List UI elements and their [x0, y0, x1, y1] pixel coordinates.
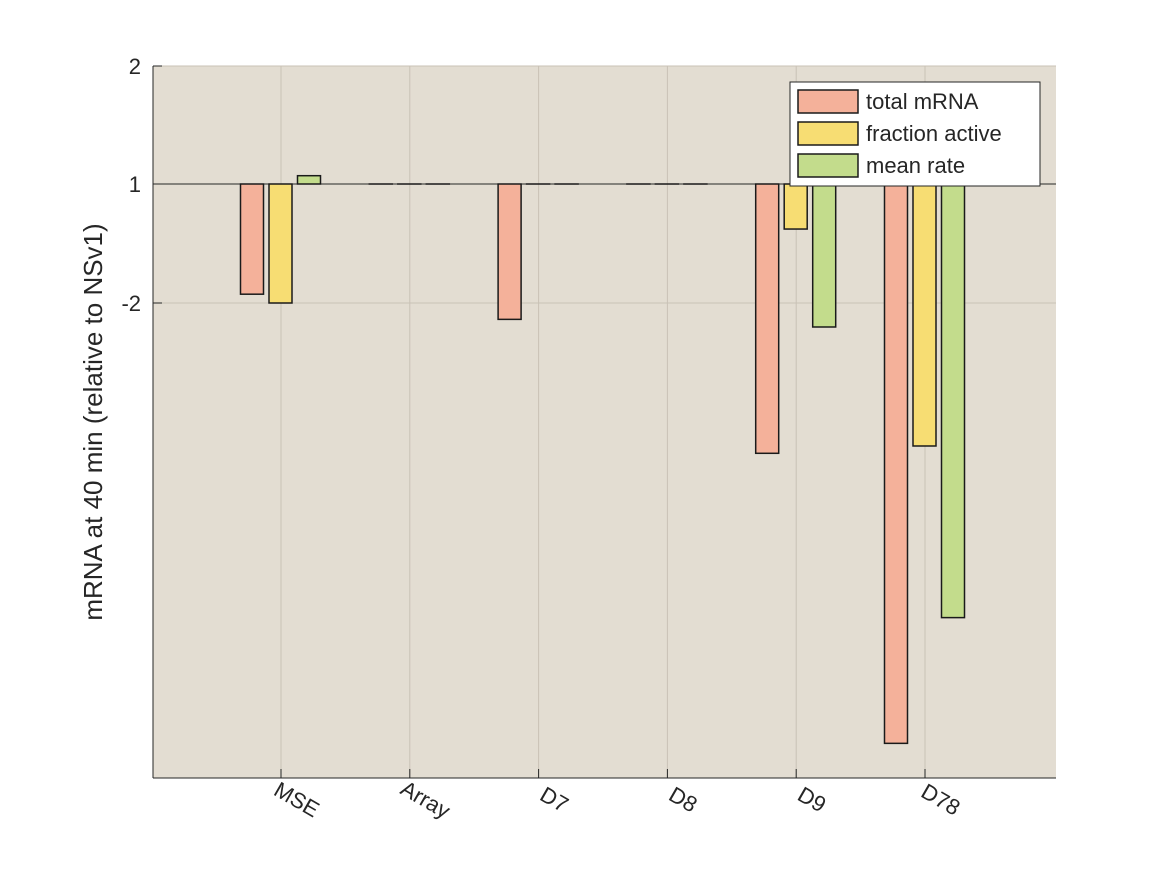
bar-fraction-active-D9: [783, 183, 808, 230]
x-tick-label: D78: [917, 779, 964, 821]
x-tick-label: MSE: [270, 777, 324, 822]
y-tick-label: -2: [121, 291, 141, 316]
y-tick-label: 2: [129, 54, 141, 79]
x-tick-label: D8: [665, 782, 702, 818]
x-tick-label: D7: [536, 782, 573, 818]
legend: total mRNA fraction active mean rate: [789, 81, 1041, 187]
bar-fraction-active-D78: [912, 183, 937, 447]
legend-swatch: [797, 121, 859, 146]
bar-total-mRNA-D78: [883, 183, 909, 745]
legend-swatch: [797, 153, 859, 178]
y-tick-label: 1: [129, 172, 141, 197]
bars: [239, 174, 966, 745]
legend-label: mean rate: [866, 153, 965, 178]
bar-mean-rate-MSE: [296, 174, 322, 185]
bar-total-mRNA-D9: [754, 183, 780, 455]
legend-swatch: [797, 89, 859, 114]
x-tick-label: Array: [397, 776, 455, 824]
bar-fraction-active-MSE: [268, 183, 293, 304]
legend-label: total mRNA: [866, 89, 979, 114]
y-axis-label: mRNA at 40 min (relative to NSv1): [78, 223, 108, 620]
bar-mean-rate-D9: [811, 183, 837, 328]
x-tick-label: D9: [794, 782, 831, 818]
bar-mean-rate-D78: [940, 183, 966, 619]
bar-total-mRNA-D7: [497, 183, 522, 321]
bar-total-mRNA-MSE: [239, 183, 265, 295]
legend-label: fraction active: [866, 121, 1002, 146]
